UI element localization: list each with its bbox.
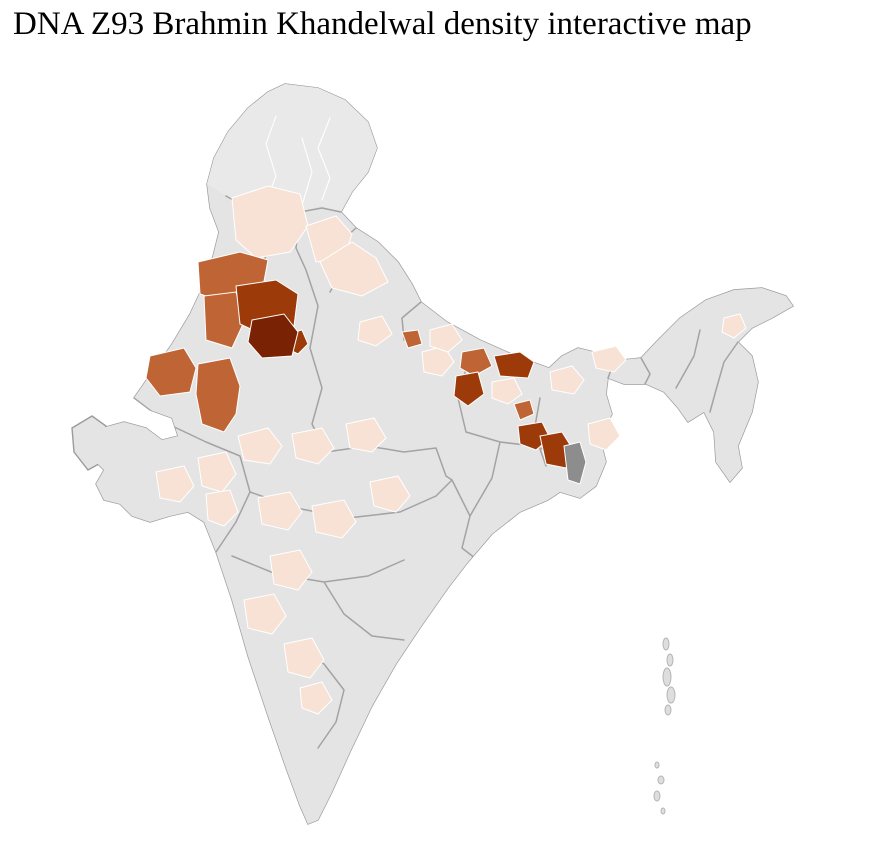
district[interactable] <box>587 417 621 451</box>
district[interactable] <box>283 637 325 679</box>
island <box>666 686 676 704</box>
island <box>662 667 672 687</box>
island <box>657 775 665 785</box>
district[interactable] <box>491 377 523 405</box>
district[interactable] <box>257 491 303 531</box>
district[interactable] <box>493 351 535 379</box>
district[interactable] <box>299 681 333 715</box>
districts-highest <box>247 313 299 359</box>
andaman-nicobar-islands <box>653 637 676 815</box>
district[interactable] <box>549 365 585 395</box>
district[interactable] <box>429 323 463 353</box>
district[interactable] <box>591 345 627 373</box>
page-title: DNA Z93 Brahmin Khandelwal density inter… <box>13 6 752 42</box>
island <box>653 790 661 802</box>
island <box>662 637 670 651</box>
district[interactable] <box>563 441 587 485</box>
district[interactable] <box>721 313 747 339</box>
district[interactable] <box>345 417 387 453</box>
district[interactable] <box>513 399 535 421</box>
district[interactable] <box>155 465 195 503</box>
district[interactable] <box>319 241 389 297</box>
district[interactable] <box>145 347 197 397</box>
kashmir-region[interactable] <box>207 84 377 213</box>
district[interactable] <box>231 185 309 259</box>
district[interactable] <box>291 427 335 465</box>
district[interactable] <box>237 427 283 465</box>
island <box>664 704 672 716</box>
district[interactable] <box>243 593 287 635</box>
district[interactable] <box>269 549 313 591</box>
districts-low <box>155 185 747 715</box>
district[interactable] <box>203 291 245 349</box>
district-grid-overlay <box>87 83 794 825</box>
island <box>666 653 674 667</box>
district[interactable] <box>197 451 237 493</box>
district[interactable] <box>401 329 423 349</box>
district[interactable] <box>195 357 241 433</box>
district[interactable] <box>453 371 485 407</box>
kashmir-shape <box>207 84 377 212</box>
district[interactable] <box>459 347 493 377</box>
island <box>654 761 660 769</box>
district[interactable] <box>369 475 411 513</box>
district[interactable] <box>311 499 357 539</box>
island <box>660 807 666 815</box>
district[interactable] <box>247 313 299 359</box>
district[interactable] <box>205 489 239 527</box>
districts-nodata-dark <box>563 441 587 485</box>
district[interactable] <box>357 315 393 347</box>
